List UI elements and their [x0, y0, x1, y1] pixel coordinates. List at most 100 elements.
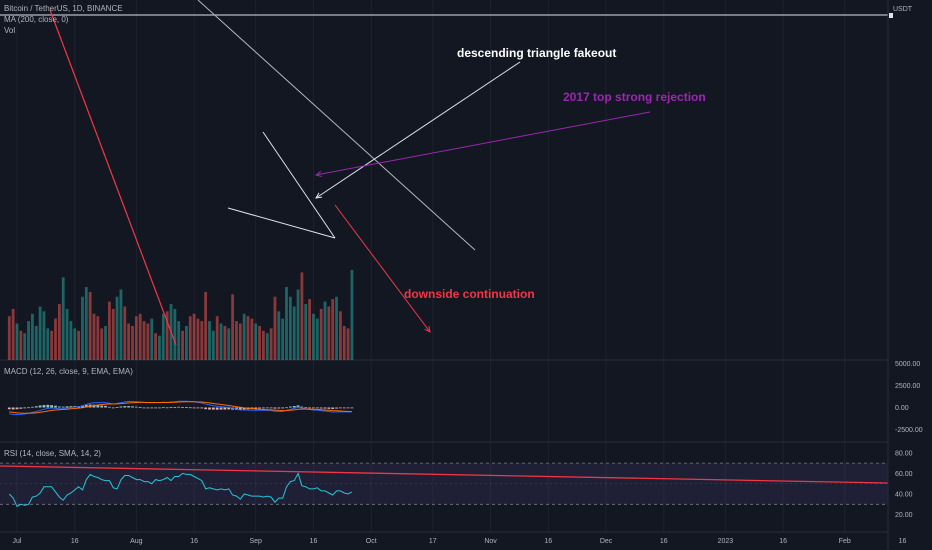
volume-bar [342, 325, 346, 360]
macd-histogram-bar [134, 406, 138, 408]
volume-bar [227, 328, 231, 360]
macd-histogram-bar [238, 407, 242, 411]
time-tick-label: 16 [71, 538, 79, 545]
triangle-upper-edge [262, 131, 336, 239]
volume-bar [104, 325, 107, 360]
price-zones [0, 14, 888, 16]
volume-bar [323, 301, 327, 360]
macd-histogram-bar [269, 407, 273, 409]
volume-bar [31, 313, 34, 360]
macd-histogram-bar [11, 407, 15, 410]
macd-histogram-bar [146, 407, 150, 409]
time-tick-label: Jul [13, 538, 22, 545]
macd-legend[interactable]: MACD (12, 26, close, 9, EMA, EMA) [4, 367, 133, 376]
time-tick-label: Dec [600, 538, 613, 545]
annotation-continuation: downside continuation [404, 287, 535, 301]
volume-bar [312, 313, 315, 360]
macd-histogram-bar [142, 407, 146, 409]
volume-bar [42, 311, 46, 360]
fakeout-arrow-head [315, 192, 323, 199]
macd-histogram-bar [111, 407, 115, 409]
rsi-line [8, 472, 353, 508]
macd-histogram-bar [331, 407, 335, 409]
volume-bar [19, 330, 23, 360]
annotation-rejection: 2017 top strong rejection [563, 90, 706, 104]
macd-histogram-bar [165, 407, 169, 409]
volume-bar [54, 318, 57, 360]
annotation-labels: descending triangle fakeout 2017 top stro… [404, 46, 706, 301]
volume-bar [242, 313, 246, 360]
volume-bar [119, 289, 123, 360]
volume-bar [100, 328, 104, 360]
macd-histogram-bar [127, 406, 131, 408]
ma-indicator-label[interactable]: MA (200, close, 0) [4, 15, 69, 24]
volume-bar [208, 321, 211, 360]
volume-bar [81, 296, 84, 360]
macd-histogram-bar [108, 406, 111, 408]
volume-bar [269, 328, 273, 360]
macd-histogram-bar [181, 406, 184, 408]
macd-histogram-bar [50, 405, 54, 408]
macd-histogram-bar [339, 407, 342, 409]
volume-bar [250, 318, 254, 360]
macd-histogram-bar [296, 405, 300, 408]
volume-bar [281, 318, 285, 360]
macd-histogram-bar [273, 407, 277, 409]
macd-histogram-bar [192, 407, 196, 409]
volume-bar [158, 335, 161, 360]
volume-bar [188, 316, 192, 360]
macd-histogram-bar [242, 407, 246, 410]
macd-histogram-bar [131, 406, 134, 408]
volume-bar [211, 330, 215, 360]
volume-bars [7, 270, 354, 360]
signal-line [9, 401, 352, 414]
volume-bar [285, 287, 288, 360]
volume-bar [146, 323, 150, 360]
volume-bar [154, 333, 157, 360]
volume-bar [315, 318, 319, 360]
macd-histogram-bar [323, 407, 327, 409]
macd-histogram-bar [150, 407, 154, 409]
volume-bar [327, 306, 331, 360]
time-tick-label: 16 [899, 538, 907, 545]
volume-bar [96, 316, 100, 360]
volume-bar [292, 306, 296, 360]
volume-bar [111, 308, 115, 360]
volume-bar [15, 323, 19, 360]
macd-histogram-bar [104, 405, 107, 408]
macd-histogram-bar [288, 406, 292, 408]
volume-bar [262, 330, 265, 360]
volume-bar [73, 328, 77, 360]
macd-histogram-bar [161, 407, 165, 409]
volume-bar [138, 313, 142, 360]
volume-bar [192, 313, 196, 360]
volume-bar [335, 296, 338, 360]
symbol-title[interactable]: Bitcoin / TetherUS, 1D, BINANCE [4, 4, 123, 13]
volume-bar [165, 311, 169, 360]
rejection-arrow [315, 111, 651, 176]
descending-resistance-line [197, 0, 476, 251]
volume-indicator-label[interactable]: Vol [4, 26, 16, 35]
macd-histogram-bar [119, 406, 123, 408]
downtrend-line-red [49, 9, 177, 346]
volume-bar [84, 287, 88, 360]
time-tick-label: 2023 [718, 538, 734, 545]
rsi-legend[interactable]: RSI (14, close, SMA, 14, 2) [4, 449, 101, 458]
macd-histogram-bar [335, 407, 338, 409]
trend-drawings [49, 0, 651, 346]
volume-bar [204, 291, 208, 360]
volume-bar [331, 299, 335, 360]
price-axis: USDT23000.0022000.0021000.0020000.001800… [887, 0, 932, 550]
macd-histogram-bar [319, 407, 323, 409]
macd-histogram-bar [223, 407, 227, 410]
volume-bar [277, 311, 281, 360]
macd-histogram-bar [265, 407, 269, 409]
volume-bar [38, 306, 42, 360]
volume-bar [177, 321, 181, 360]
macd-histogram-bar [258, 407, 261, 409]
rsi-tick-label: 40.00 [895, 492, 913, 499]
macd-panel [7, 400, 354, 416]
macd-histogram-bar [281, 407, 285, 409]
macd-histogram-bar [227, 407, 231, 410]
